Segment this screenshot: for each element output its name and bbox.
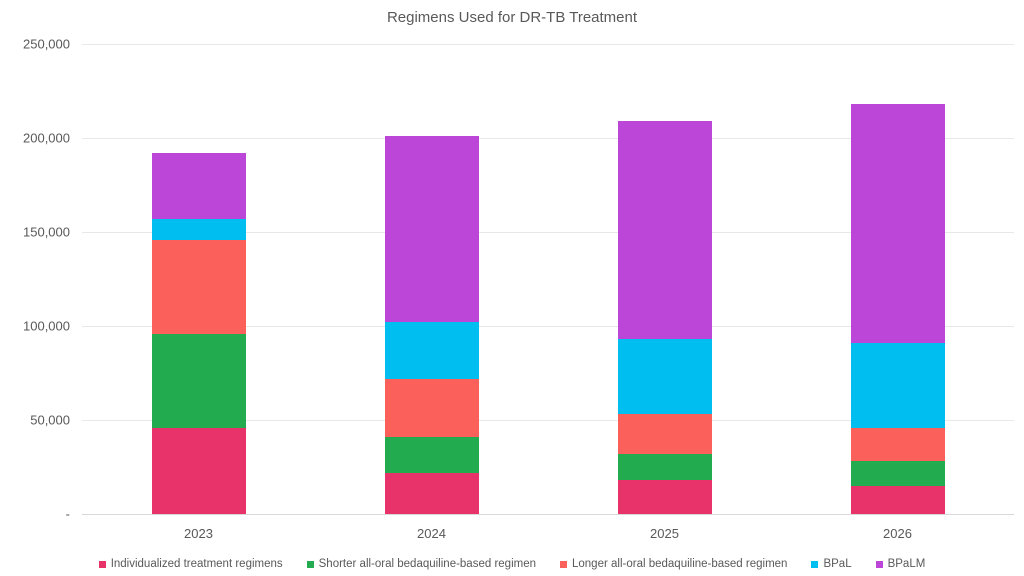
bar-segment-2023 [151,333,246,428]
chart-title: Regimens Used for DR-TB Treatment [386,9,638,26]
bar-segment-2025 [617,480,712,514]
legend-swatch-icon [875,560,883,568]
gridline [82,138,1014,139]
legend-label: Individualized treatment regimens [110,558,283,570]
bar-segment-2025 [617,453,712,481]
gridline [82,232,1014,233]
legend-swatch-icon [811,560,819,568]
bar-segment-2023 [151,427,246,514]
bar-segment-2023 [151,218,246,240]
bar-segment-2026 [850,461,945,486]
bar-segment-2025 [617,414,712,454]
legend-item: Shorter all-oral bedaquiline-based regim… [306,558,536,570]
y-axis-tick-label: 200,000 [23,130,70,146]
legend-item: Individualized treatment regimens [98,558,283,570]
legend-item: Longer all-oral bedaquiline-based regime… [560,558,787,570]
bar-segment-2024 [384,472,479,514]
bar-segment-2026 [850,485,945,514]
bar-segment-2025 [617,121,712,340]
legend-swatch-icon [306,560,314,568]
legend-item: BPaLM [875,558,926,570]
x-axis-label: 2025 [650,526,679,541]
legend-label: BPaL [823,558,852,570]
bar-segment-2025 [617,339,712,415]
legend: Individualized treatment regimens Shorter… [0,558,1024,570]
x-axis-label: 2024 [417,526,446,541]
y-axis-tick-label: 150,000 [23,224,70,240]
x-axis-label: 2023 [184,526,213,541]
y-axis-tick-label: 100,000 [23,318,70,334]
bar-segment-2024 [384,136,479,323]
y-axis-tick-label: - [65,506,70,522]
bar-segment-2023 [151,239,246,334]
x-axis-line [82,514,1014,515]
bar-segment-2024 [384,322,479,379]
legend-swatch-icon [560,560,567,568]
y-axis-tick-label: 50,000 [30,412,70,428]
legend-swatch-icon [98,560,106,568]
bar-segment-2024 [384,436,479,473]
gridline [82,420,1014,421]
legend-label: Longer all-oral bedaquiline-based regime… [572,558,788,570]
legend-label: BPaLM [887,558,926,570]
bar-segment-2026 [850,427,945,462]
bar-segment-2026 [850,104,945,343]
gridline [82,326,1014,327]
legend-label: Shorter all-oral bedaquiline-based regim… [318,558,536,570]
gridline [82,44,1014,45]
x-axis-label: 2026 [883,526,912,541]
bar-segment-2026 [850,342,945,428]
bar-segment-2023 [151,153,246,219]
legend-item: BPaL [811,558,852,570]
bar-segment-2024 [384,378,479,437]
y-axis-tick-label: 250,000 [23,36,70,52]
